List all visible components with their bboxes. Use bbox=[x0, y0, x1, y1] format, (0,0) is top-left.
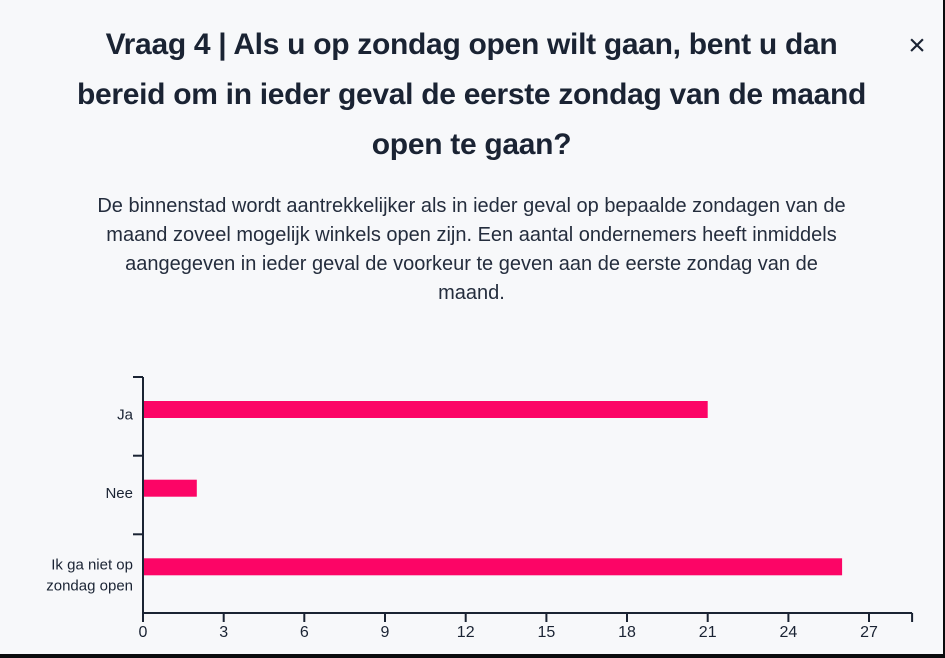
description-line: aangegeven in ieder geval de voorkeur te… bbox=[125, 253, 818, 275]
x-tick-label: 6 bbox=[300, 624, 309, 641]
x-tick-label: 21 bbox=[699, 624, 717, 641]
category-label-nee: Nee bbox=[105, 485, 133, 502]
x-tick-label: 15 bbox=[538, 624, 556, 641]
close-icon: × bbox=[908, 29, 926, 62]
results-bar-chart: 0 3 6 9 12 15 18 21 24 27 Ja Nee Ik ga niet op zondag… bbox=[0, 370, 943, 650]
category-label-ik-ga-niet-op-zondag-open: Ik ga niet op bbox=[51, 556, 133, 573]
category-label-ja: Ja bbox=[117, 406, 134, 423]
bar-ik-ga-niet-op-zondag-open bbox=[143, 558, 843, 576]
question-title: Vraag 4 | Als u op zondag open wilt gaan… bbox=[0, 20, 943, 170]
x-tick-label: 9 bbox=[381, 624, 390, 641]
question-description: De binnenstad wordt aantrekkelijker als … bbox=[0, 192, 943, 308]
bar-chart-canvas: 0 3 6 9 12 15 18 21 24 27 Ja Nee Ik ga niet op zondag… bbox=[46, 376, 914, 641]
question-title-line: Vraag 4 | Als u op zondag open wilt gaan… bbox=[105, 28, 838, 61]
bar-ja bbox=[143, 401, 708, 418]
x-tick-label: 12 bbox=[457, 624, 475, 641]
x-tick-label: 3 bbox=[219, 624, 228, 641]
bottom-border bbox=[0, 654, 943, 658]
question-title-line: bereid om in ieder geval de eerste zonda… bbox=[76, 78, 867, 111]
bar-nee bbox=[143, 479, 197, 497]
x-tick-label: 18 bbox=[618, 624, 636, 641]
category-label-ik-ga-niet-op-zondag-open: zondag open bbox=[46, 577, 133, 594]
x-tick-label: 0 bbox=[139, 624, 148, 641]
x-tick-label: 24 bbox=[780, 624, 798, 641]
x-tick-label: 27 bbox=[860, 624, 878, 641]
close-button[interactable]: × bbox=[899, 28, 935, 64]
description-line: De binnenstad wordt aantrekkelijker als … bbox=[97, 195, 846, 217]
description-line: maand. bbox=[438, 282, 505, 304]
question-title-line: open te gaan? bbox=[371, 128, 572, 161]
description-line: maand zoveel mogelijk winkels open zijn.… bbox=[106, 224, 837, 246]
